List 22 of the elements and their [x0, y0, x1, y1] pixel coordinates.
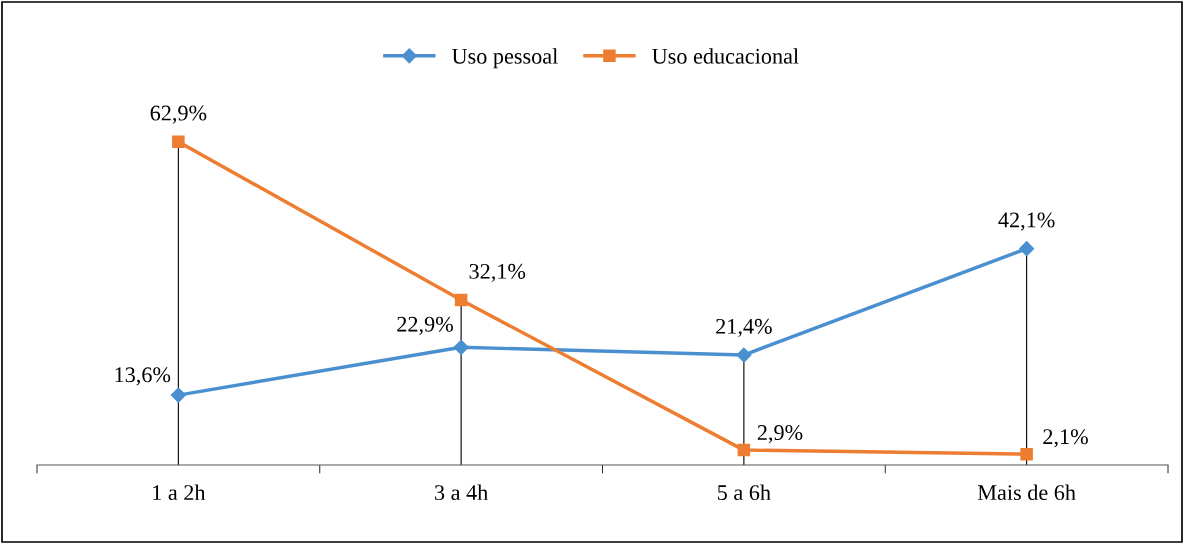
x-tick-label: 5 a 6h — [718, 484, 771, 501]
data-label: 32,1% — [469, 263, 526, 283]
data-label: 13,6% — [115, 367, 171, 386]
point — [1019, 241, 1035, 257]
point — [737, 443, 751, 457]
legend-label: Uso pessoal — [452, 48, 558, 69]
data-label: 62,9% — [150, 105, 207, 124]
point — [736, 347, 752, 363]
data-label: 2,9% — [757, 425, 803, 444]
point — [1020, 447, 1033, 461]
point — [172, 135, 185, 148]
point — [170, 387, 186, 403]
data-label: 21,4% — [716, 318, 772, 338]
legend-label: Uso educacional — [652, 48, 799, 64]
x-tick-label: Mais de 6h — [977, 484, 1076, 501]
x-tick-label: 1 a 2h — [153, 484, 206, 501]
point — [453, 339, 469, 355]
data-label: 42,1% — [998, 212, 1055, 231]
data-label: 2,1% — [1043, 429, 1088, 448]
point — [454, 293, 468, 307]
x-tick-label: 3 a 4h — [435, 484, 488, 501]
data-label: 22,9% — [397, 316, 453, 335]
